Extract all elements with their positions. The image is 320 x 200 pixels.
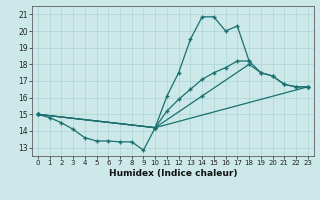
X-axis label: Humidex (Indice chaleur): Humidex (Indice chaleur) xyxy=(108,169,237,178)
